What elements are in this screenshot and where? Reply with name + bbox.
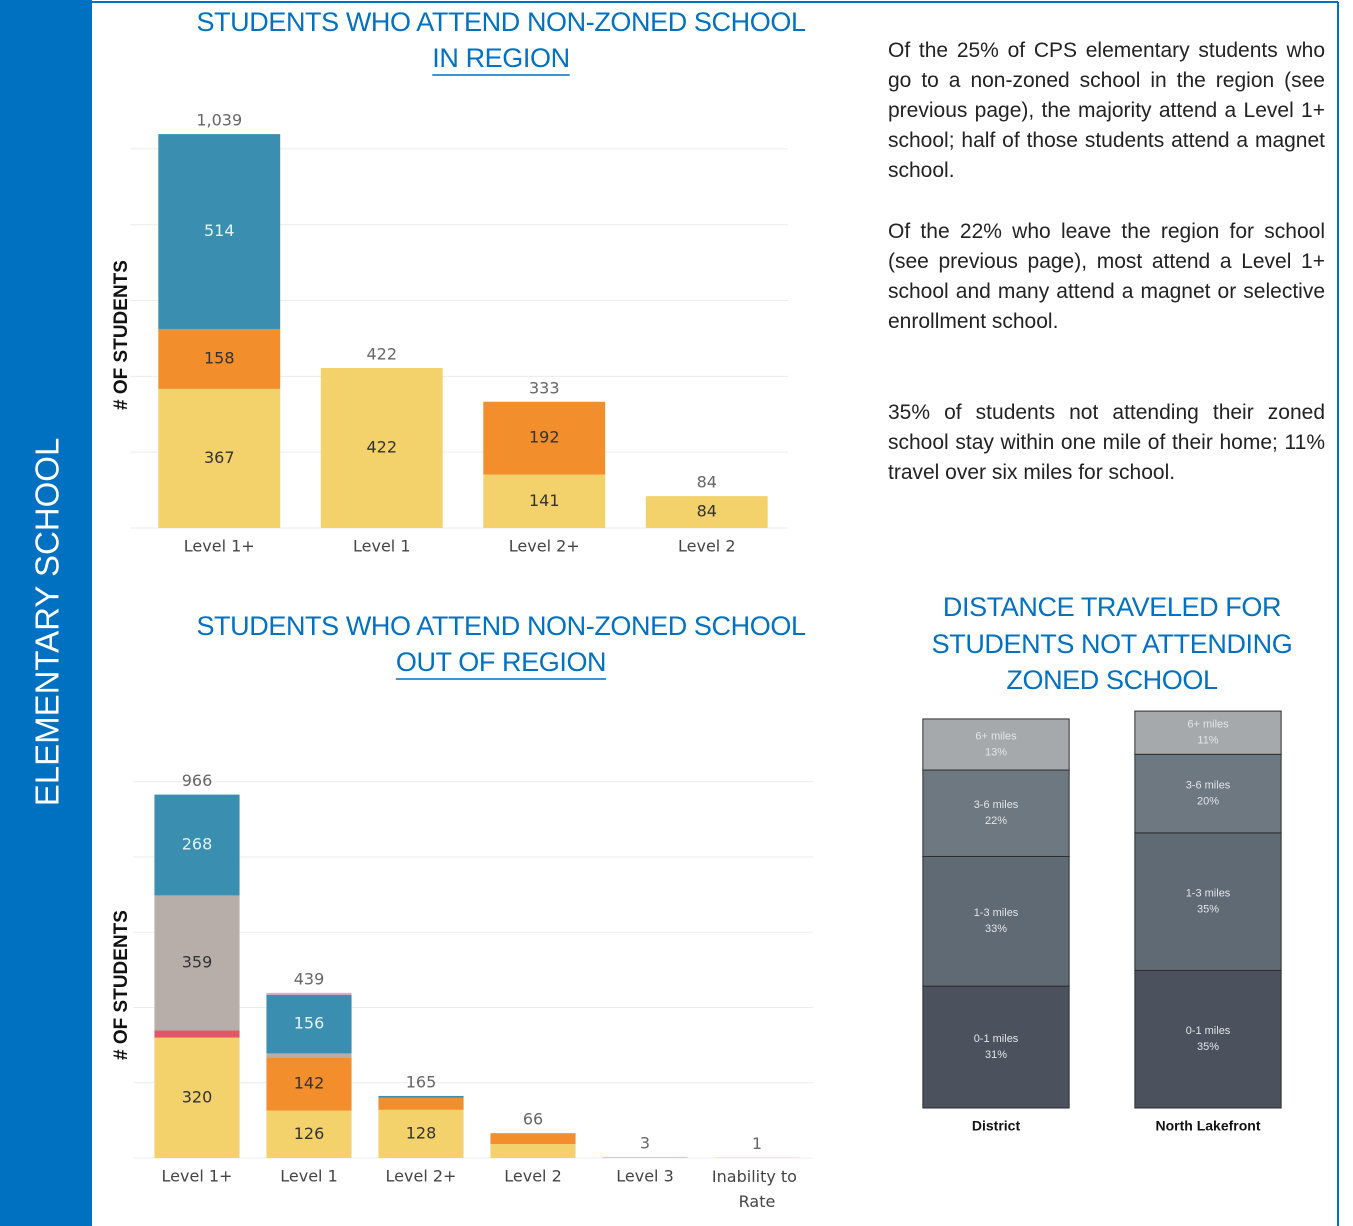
segment-label: 35% <box>1197 1041 1219 1053</box>
segment-label: 158 <box>204 348 235 367</box>
bar-segment <box>602 1156 688 1158</box>
segment-label: 13% <box>985 746 1007 758</box>
x-tick-label: Level 1+ <box>184 537 255 556</box>
bar-segment <box>922 855 1070 987</box>
chart-title: DISTANCE TRAVELED FOR <box>943 592 1281 622</box>
segment-name: 0-1 miles <box>1186 1025 1231 1037</box>
chart-title: OUT OF REGION <box>396 647 606 677</box>
paragraph: Of the 25% of CPS elementary students wh… <box>888 39 1325 182</box>
bar-segment <box>922 769 1070 857</box>
segment-name: 6+ miles <box>975 730 1017 742</box>
bar-segment <box>922 985 1070 1109</box>
sidebar <box>0 0 92 1226</box>
segment-name: 0-1 miles <box>974 1033 1019 1045</box>
bar-segment <box>378 1109 464 1158</box>
total-label: 84 <box>697 473 717 492</box>
total-label: 3 <box>640 1133 650 1152</box>
segment-label: 422 <box>366 438 397 457</box>
bar-segment <box>1134 832 1282 971</box>
bar-segment <box>266 994 352 1054</box>
bar-segment <box>378 1097 464 1110</box>
bar-segment <box>158 134 281 329</box>
x-tick-label: Level 2 <box>678 537 736 556</box>
total-label: 422 <box>366 345 397 364</box>
segment-label: 192 <box>529 428 560 447</box>
bar-segment <box>154 895 240 1031</box>
chart-title: STUDENTS WHO ATTEND NON-ZONED SCHOOL <box>196 611 806 641</box>
chart-title: IN REGION <box>432 43 569 73</box>
segment-label: 20% <box>1197 796 1219 808</box>
total-label: 966 <box>182 771 213 790</box>
sidebar-title: ELEMENTARY SCHOOL <box>29 438 66 807</box>
total-label: 1 <box>752 1134 762 1153</box>
segment-label: 156 <box>294 1014 325 1033</box>
paragraph: Of the 22% who leave the region for scho… <box>888 220 1325 333</box>
bar-segment <box>490 1133 576 1145</box>
segment-label: 22% <box>985 815 1007 827</box>
x-tick-label: Inability to Rate <box>712 1167 802 1211</box>
total-label: 333 <box>529 378 560 397</box>
segment-label: 84 <box>697 502 717 521</box>
x-tick-label: District <box>972 1118 1021 1134</box>
bar-segment <box>1134 753 1282 834</box>
segment-label: 359 <box>182 952 213 971</box>
segment-label: 35% <box>1197 904 1219 916</box>
bar-segment <box>266 1110 352 1158</box>
segment-label: 141 <box>529 491 560 510</box>
segment-label: 33% <box>985 923 1007 935</box>
bar-segment <box>320 368 443 528</box>
bar-segment <box>158 388 281 528</box>
chart-title: STUDENTS WHO ATTEND NON-ZONED SCHOOL <box>196 7 806 37</box>
bar-segment <box>378 1095 464 1098</box>
x-tick-label: North Lakefront <box>1156 1118 1261 1134</box>
y-axis-label: # OF STUDENTS <box>111 260 132 410</box>
segment-label: 11% <box>1197 735 1218 747</box>
segment-name: 1-3 miles <box>1186 888 1231 900</box>
x-tick-label: Level 3 <box>616 1167 674 1186</box>
segment-name: 1-3 miles <box>974 907 1019 919</box>
bar-segment <box>154 1037 240 1158</box>
bar-segment <box>266 1053 352 1058</box>
bar-segment <box>266 1057 352 1111</box>
segment-label: 128 <box>406 1123 437 1142</box>
segment-label: 367 <box>204 448 235 467</box>
bar-segment <box>483 401 606 475</box>
bar-segment <box>490 1144 576 1158</box>
segment-name: 3-6 miles <box>974 799 1019 811</box>
x-tick-label: Level 2+ <box>386 1167 457 1186</box>
segment-name: 3-6 miles <box>1186 780 1231 792</box>
bar-segment <box>922 718 1070 771</box>
total-label: 1,039 <box>196 111 242 130</box>
total-label: 165 <box>406 1072 437 1091</box>
bar-segment <box>1134 969 1282 1109</box>
segment-label: 142 <box>294 1073 325 1092</box>
chart-title: ZONED SCHOOL <box>1006 665 1218 695</box>
x-tick-label: Level 2+ <box>509 537 580 556</box>
total-label: 66 <box>523 1110 543 1129</box>
segment-label: 31% <box>985 1049 1007 1061</box>
paragraph: 35% of students not attending their zone… <box>888 401 1325 484</box>
segment-label: 268 <box>182 835 213 854</box>
x-tick-label: Level 1 <box>280 1167 338 1186</box>
x-tick-label: Level 2 <box>504 1167 562 1186</box>
bar-segment <box>483 474 606 528</box>
y-axis-label: # OF STUDENTS <box>111 910 132 1060</box>
segment-name: 6+ miles <box>1187 719 1229 731</box>
bar-segment <box>266 992 352 995</box>
segment-label: 514 <box>204 221 235 240</box>
x-tick-label: Level 1+ <box>162 1167 233 1186</box>
segment-label: 126 <box>294 1124 325 1143</box>
total-label: 439 <box>294 969 325 988</box>
bar-segment <box>154 1030 240 1038</box>
chart-title: STUDENTS NOT ATTENDING <box>932 629 1293 659</box>
bar-segment <box>1134 710 1282 755</box>
bar-segment <box>645 496 768 528</box>
segment-label: 320 <box>182 1087 213 1106</box>
bar-segment <box>158 328 281 389</box>
bar-segment <box>154 794 240 896</box>
x-tick-label: Level 1 <box>353 537 411 556</box>
